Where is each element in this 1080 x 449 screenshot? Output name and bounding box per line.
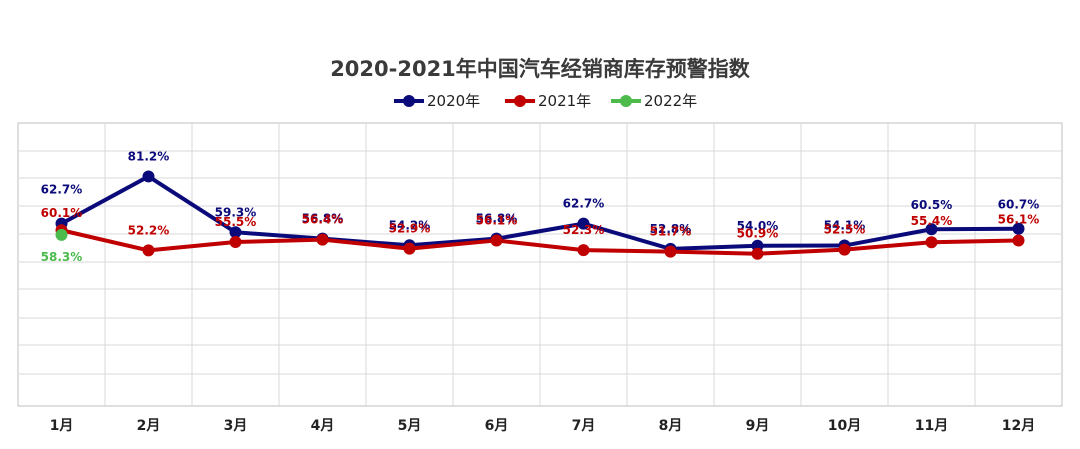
x-tick-label: 3月	[224, 418, 248, 434]
x-tick-label: 8月	[659, 418, 683, 434]
data-label: 60.5%	[911, 198, 953, 212]
data-label: 56.4%	[302, 213, 344, 227]
series-layer	[55, 170, 1025, 260]
x-tick-label: 12月	[1002, 418, 1035, 434]
legend-label: 2020年	[427, 92, 480, 110]
data-point	[229, 226, 242, 239]
series-line	[61, 228, 1019, 256]
legend-label: 2022年	[644, 92, 697, 110]
data-label: 52.9%	[389, 222, 431, 236]
data-label: 60.7%	[998, 198, 1040, 212]
legend-item: 2021年	[505, 92, 591, 110]
data-point	[142, 170, 155, 183]
data-label: 59.3%	[215, 205, 257, 219]
data-label: 56.8%	[476, 212, 518, 226]
data-label: 81.2%	[128, 149, 170, 163]
data-point	[229, 235, 242, 248]
data-label: 56.1%	[998, 212, 1040, 226]
data-point	[55, 228, 68, 241]
x-tick-label: 9月	[746, 418, 770, 434]
data-label: 55.4%	[911, 214, 953, 228]
data-point	[925, 236, 938, 249]
legend-item: 2022年	[611, 92, 697, 110]
data-label: 62.7%	[563, 197, 605, 211]
x-tick-label: 5月	[398, 418, 422, 434]
data-point	[490, 234, 503, 247]
data-label: 60.1%	[41, 206, 83, 220]
x-tick-label: 1月	[50, 418, 74, 434]
data-label: 55.5%	[215, 215, 257, 229]
series-line	[60, 174, 1019, 251]
data-label: 54.1%	[824, 219, 866, 233]
data-label: 56.8%	[302, 212, 344, 226]
data-labels: 62.7% 81.2% 59.3% 56.8% 54.2% 56.8% 62.7% 52.8%…	[41, 149, 1040, 263]
data-point	[577, 217, 590, 230]
chart-legend: 2020年 2021年 2022年	[394, 92, 697, 110]
gridlines	[18, 123, 1062, 406]
data-point	[664, 245, 677, 258]
data-label: 52.5%	[824, 223, 866, 237]
data-label: 51.7%	[650, 225, 692, 239]
data-point	[751, 247, 764, 260]
data-point	[403, 242, 416, 255]
x-tick-label: 10月	[828, 418, 861, 434]
data-label: 54.0%	[737, 219, 779, 233]
data-label: 58.3%	[41, 250, 83, 264]
data-point	[316, 233, 329, 246]
data-label: 54.2%	[389, 218, 431, 232]
x-tick-label: 6月	[485, 418, 509, 434]
legend-marker	[403, 95, 415, 107]
data-label: 56.1%	[476, 213, 518, 227]
data-point	[838, 243, 851, 256]
data-point	[577, 244, 590, 257]
data-point	[142, 244, 155, 257]
data-point	[1012, 234, 1025, 247]
legend-item: 2020年	[394, 92, 480, 110]
data-label: 52.2%	[128, 223, 170, 237]
x-tick-label: 11月	[915, 418, 948, 434]
legend-marker	[514, 95, 526, 107]
data-label: 62.7%	[41, 183, 83, 197]
x-tick-label: 2月	[137, 418, 161, 434]
data-point	[1012, 222, 1025, 235]
x-tick-label: 7月	[572, 418, 596, 434]
legend-label: 2021年	[538, 92, 591, 110]
data-label: 50.9%	[737, 227, 779, 241]
x-axis-ticks: 1月 2月 3月 4月 5月 6月 7月 8月 9月 10月 11月 12月	[50, 418, 1036, 434]
x-tick-label: 4月	[311, 418, 335, 434]
legend-marker	[620, 95, 632, 107]
data-label: 52.3%	[563, 223, 605, 237]
data-label: 52.8%	[650, 222, 692, 236]
data-point	[925, 223, 938, 236]
chart-title: 2020-2021年中国汽车经销商库存预警指数	[330, 57, 751, 81]
